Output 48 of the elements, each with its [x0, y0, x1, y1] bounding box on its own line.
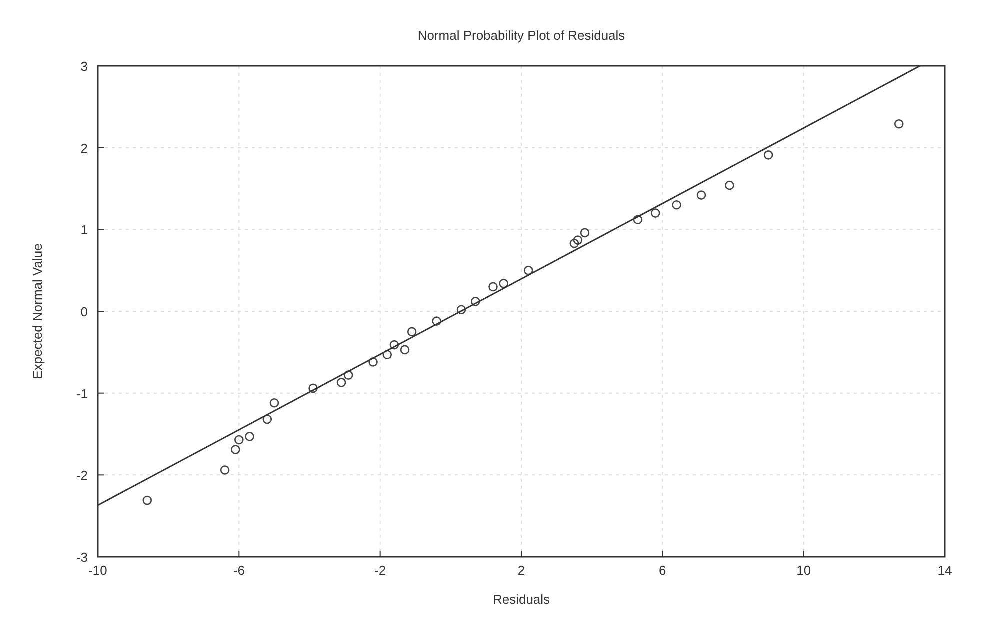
point	[382, 350, 392, 360]
point	[230, 445, 240, 454]
y-tick-label: -1	[76, 386, 88, 402]
point	[470, 297, 480, 306]
point	[650, 208, 660, 218]
point	[456, 305, 466, 315]
point	[573, 236, 583, 245]
point	[262, 414, 272, 424]
point	[220, 466, 230, 475]
point	[696, 190, 706, 200]
point	[764, 150, 774, 160]
x-tick-label: -10	[88, 563, 108, 578]
point	[308, 384, 318, 394]
x-axis-title: Residuals	[492, 592, 551, 607]
point	[488, 282, 498, 292]
y-axis-title: Expected Normal Value	[30, 244, 45, 380]
point	[672, 200, 682, 210]
point	[570, 238, 580, 248]
x-tick-label: -6	[233, 563, 245, 578]
point	[580, 228, 590, 238]
x-tick-label: 10	[796, 563, 812, 578]
point	[633, 215, 643, 224]
point	[142, 496, 152, 506]
y-tick-label: -2	[76, 468, 88, 484]
point	[499, 279, 509, 288]
point	[368, 358, 378, 367]
y-tick-label: 3	[80, 59, 88, 74]
point	[270, 398, 280, 408]
point	[407, 327, 417, 337]
point	[390, 340, 400, 350]
point	[894, 119, 904, 129]
point	[400, 345, 410, 355]
point	[336, 378, 346, 388]
point	[344, 370, 354, 380]
y-tick-label: 1	[80, 222, 88, 238]
y-tick-label: 0	[80, 304, 88, 320]
point	[524, 266, 534, 276]
x-tick-label: 2	[518, 563, 526, 578]
x-tick-label: 14	[938, 563, 952, 578]
x-tick-label: -2	[374, 563, 386, 578]
point	[245, 432, 254, 442]
point	[432, 316, 442, 326]
point	[725, 180, 734, 190]
point	[234, 435, 244, 445]
chart-title: Normal Probability Plot of Residuals	[418, 28, 626, 43]
y-tick-label: 2	[80, 140, 88, 156]
y-tick-label: -3	[76, 550, 88, 565]
x-tick-label: 6	[659, 563, 666, 578]
